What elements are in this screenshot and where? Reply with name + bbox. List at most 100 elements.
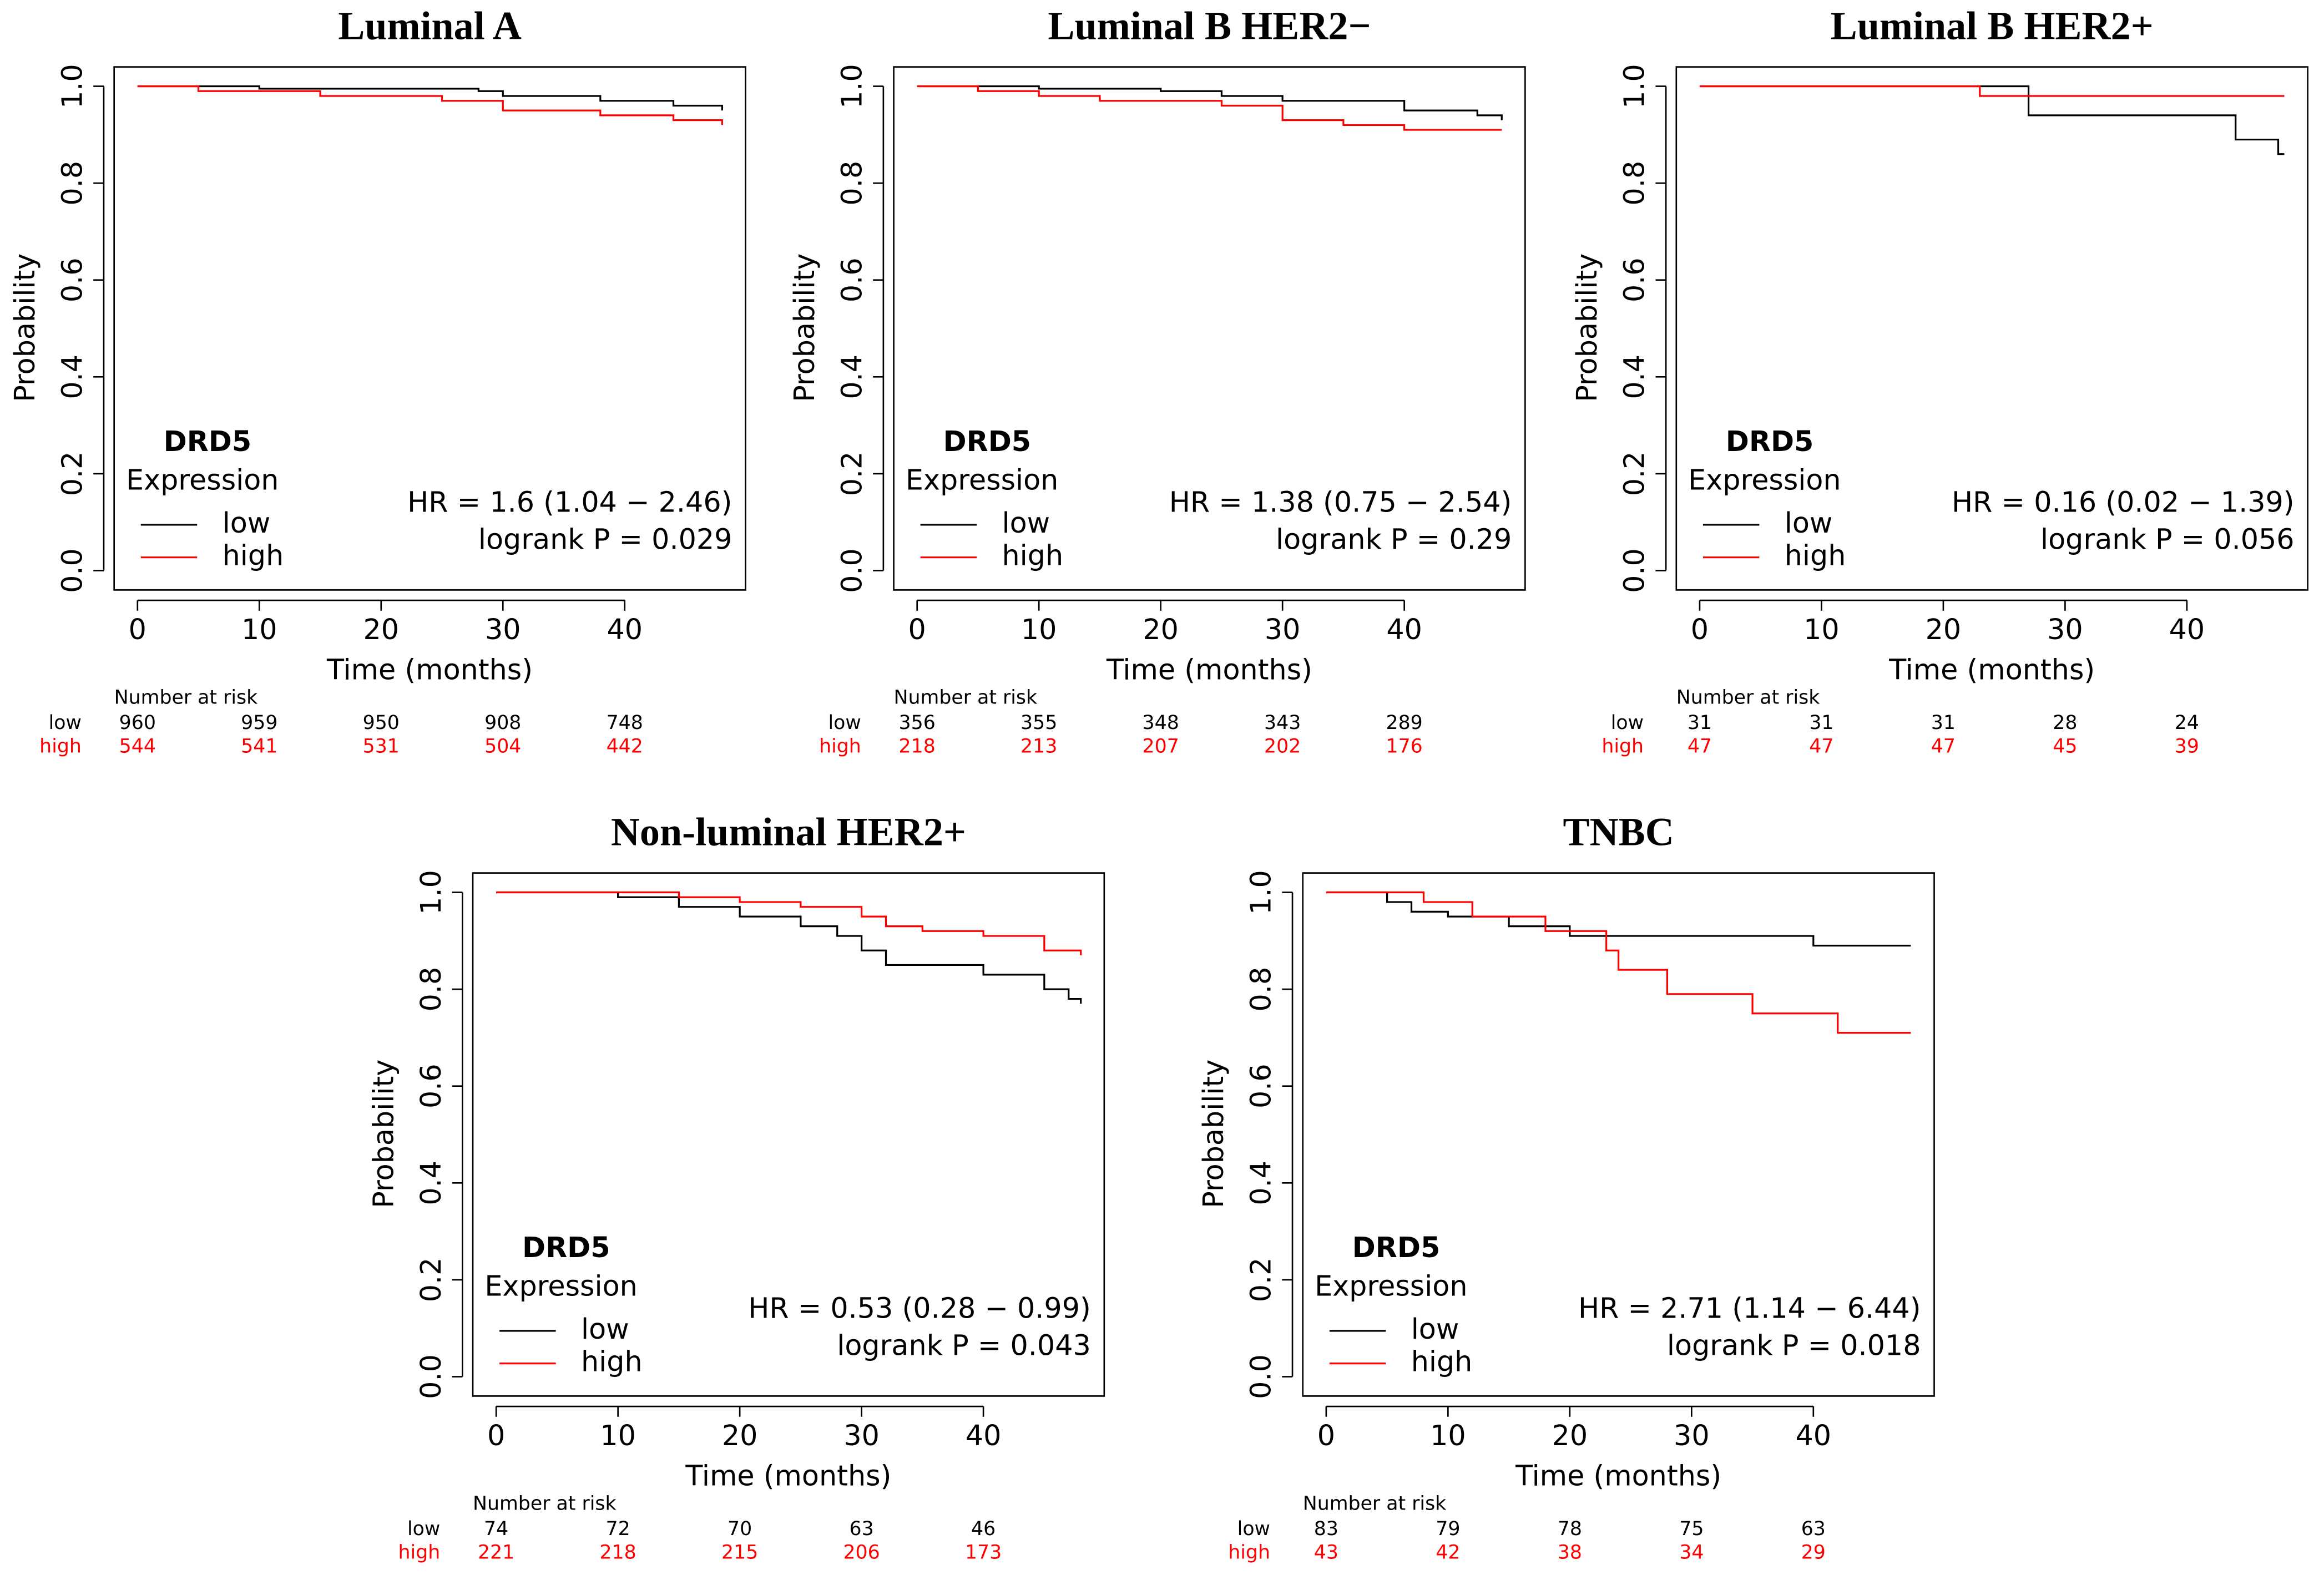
x-tick-label: 0 bbox=[1691, 613, 1709, 646]
survival-curve bbox=[1699, 85, 2285, 155]
risk-count: 206 bbox=[843, 1542, 880, 1564]
panel: Luminal B HER2+ 0 10 20 30 40 Time (months) 0.0… bbox=[1570, 3, 2308, 758]
risk-count: 47 bbox=[1931, 736, 1956, 758]
x-tick-label: 20 bbox=[1552, 1419, 1588, 1452]
y-tick-label: 1.0 bbox=[835, 64, 868, 109]
risk-table-title: Number at risk bbox=[894, 686, 1038, 708]
risk-count: 24 bbox=[2175, 712, 2199, 734]
risk-count: 908 bbox=[484, 712, 521, 734]
legend-label: high bbox=[581, 1345, 643, 1378]
risk-count: 34 bbox=[1679, 1542, 1704, 1564]
risk-table-title: Number at risk bbox=[1676, 686, 1820, 708]
legend-subtitle: Expression bbox=[484, 1269, 637, 1302]
panel: Luminal A 0 10 20 30 40 Time (months) 0.0 0.2 0.4… bbox=[8, 3, 746, 758]
risk-row-label: low bbox=[49, 712, 82, 734]
annotation: logrank P = 0.29 bbox=[1276, 523, 1512, 555]
risk-table-title: Number at risk bbox=[114, 686, 258, 708]
legend-subtitle: Expression bbox=[1315, 1269, 1467, 1302]
y-tick-label: 0.0 bbox=[1618, 548, 1651, 593]
y-tick-label: 0.2 bbox=[1245, 1258, 1277, 1303]
y-tick-label: 0.2 bbox=[1618, 452, 1651, 497]
x-tick-label: 30 bbox=[485, 613, 521, 646]
risk-count: 74 bbox=[484, 1518, 508, 1540]
annotation: HR = 1.6 (1.04 − 2.46) bbox=[407, 486, 732, 519]
chart-title: Non-luminal HER2+ bbox=[611, 809, 966, 854]
x-tick-label: 10 bbox=[241, 613, 277, 646]
y-tick-label: 0.2 bbox=[835, 452, 868, 497]
risk-table-title: Number at risk bbox=[1303, 1492, 1447, 1515]
x-tick-label: 20 bbox=[1926, 613, 1962, 646]
y-tick-label: 0.0 bbox=[1245, 1354, 1277, 1399]
plot-frame bbox=[1302, 872, 1935, 1397]
x-axis-label: Time (months) bbox=[685, 1459, 891, 1492]
x-axis-label: Time (months) bbox=[326, 653, 533, 686]
legend-label: low bbox=[1411, 1313, 1459, 1345]
y-tick-label: 0.6 bbox=[56, 257, 89, 302]
y-tick-label: 0.8 bbox=[1245, 967, 1277, 1012]
risk-count: 950 bbox=[363, 712, 400, 734]
risk-count: 70 bbox=[727, 1518, 752, 1540]
risk-count: 72 bbox=[606, 1518, 630, 1540]
panel: Non-luminal HER2+ 0 10 20 30 40 Time (months) 0… bbox=[367, 809, 1105, 1564]
x-tick-label: 0 bbox=[1317, 1419, 1335, 1452]
x-tick-label: 0 bbox=[908, 613, 926, 646]
x-tick-label: 40 bbox=[966, 1419, 1002, 1452]
y-tick-label: 0.8 bbox=[415, 967, 447, 1012]
risk-count: 75 bbox=[1679, 1518, 1704, 1540]
legend-title: DRD5 bbox=[1352, 1231, 1441, 1264]
y-tick-label: 0.4 bbox=[835, 355, 868, 399]
risk-count: 31 bbox=[1931, 712, 1956, 734]
x-axis-label: Time (months) bbox=[1888, 653, 2095, 686]
risk-count: 355 bbox=[1020, 712, 1057, 734]
risk-count: 31 bbox=[1688, 712, 1712, 734]
x-tick-label: 0 bbox=[487, 1419, 505, 1452]
risk-count: 960 bbox=[119, 712, 156, 734]
survival-curve bbox=[917, 85, 1502, 131]
risk-count: 748 bbox=[607, 712, 643, 734]
risk-row-label: low bbox=[1611, 712, 1644, 734]
risk-count: 213 bbox=[1020, 736, 1057, 758]
risk-table-title: Number at risk bbox=[473, 1492, 617, 1515]
chart-title: Luminal A bbox=[338, 3, 522, 48]
risk-row-label: low bbox=[1237, 1518, 1270, 1540]
legend-title: DRD5 bbox=[1726, 425, 1814, 458]
legend-title: DRD5 bbox=[522, 1231, 610, 1264]
survival-curve bbox=[137, 85, 723, 125]
risk-count: 221 bbox=[478, 1542, 514, 1564]
legend-label: low bbox=[223, 507, 271, 539]
y-tick-label: 0.6 bbox=[415, 1064, 447, 1108]
chart-title: Luminal B HER2− bbox=[1048, 3, 1371, 48]
legend-label: low bbox=[1002, 507, 1050, 539]
x-tick-label: 30 bbox=[1265, 613, 1301, 646]
risk-count: 207 bbox=[1143, 736, 1179, 758]
y-tick-label: 0.8 bbox=[1618, 161, 1651, 206]
legend-label: high bbox=[1002, 539, 1064, 572]
risk-count: 504 bbox=[484, 736, 521, 758]
y-tick-label: 0.4 bbox=[1245, 1161, 1277, 1206]
y-axis-label: Probability bbox=[1570, 254, 1603, 402]
risk-count: 83 bbox=[1314, 1518, 1338, 1540]
risk-count: 47 bbox=[1688, 736, 1712, 758]
survival-curve bbox=[1699, 85, 2285, 97]
risk-count: 46 bbox=[971, 1518, 996, 1540]
legend-title: DRD5 bbox=[943, 425, 1032, 458]
risk-row-label: low bbox=[407, 1518, 440, 1540]
risk-count: 63 bbox=[850, 1518, 874, 1540]
legend-title: DRD5 bbox=[164, 425, 252, 458]
risk-count: 173 bbox=[965, 1542, 1002, 1564]
plot-frame bbox=[113, 66, 746, 591]
panel: Luminal B HER2− 0 10 20 30 40 Time (months) 0.0… bbox=[788, 3, 1526, 758]
risk-count: 959 bbox=[241, 712, 277, 734]
survival-curve bbox=[496, 891, 1082, 1004]
annotation: HR = 0.16 (0.02 − 1.39) bbox=[1952, 486, 2295, 519]
legend-label: low bbox=[1785, 507, 1833, 539]
legend-subtitle: Expression bbox=[126, 463, 279, 496]
annotation: HR = 0.53 (0.28 − 0.99) bbox=[748, 1292, 1091, 1324]
x-tick-label: 30 bbox=[843, 1419, 880, 1452]
survival-curve bbox=[1326, 891, 1911, 947]
plot-frame bbox=[1675, 66, 2308, 591]
risk-row-label: high bbox=[1601, 736, 1644, 758]
annotation: HR = 2.71 (1.14 − 6.44) bbox=[1578, 1292, 1921, 1324]
y-tick-label: 0.0 bbox=[56, 548, 89, 593]
risk-count: 38 bbox=[1558, 1542, 1582, 1564]
